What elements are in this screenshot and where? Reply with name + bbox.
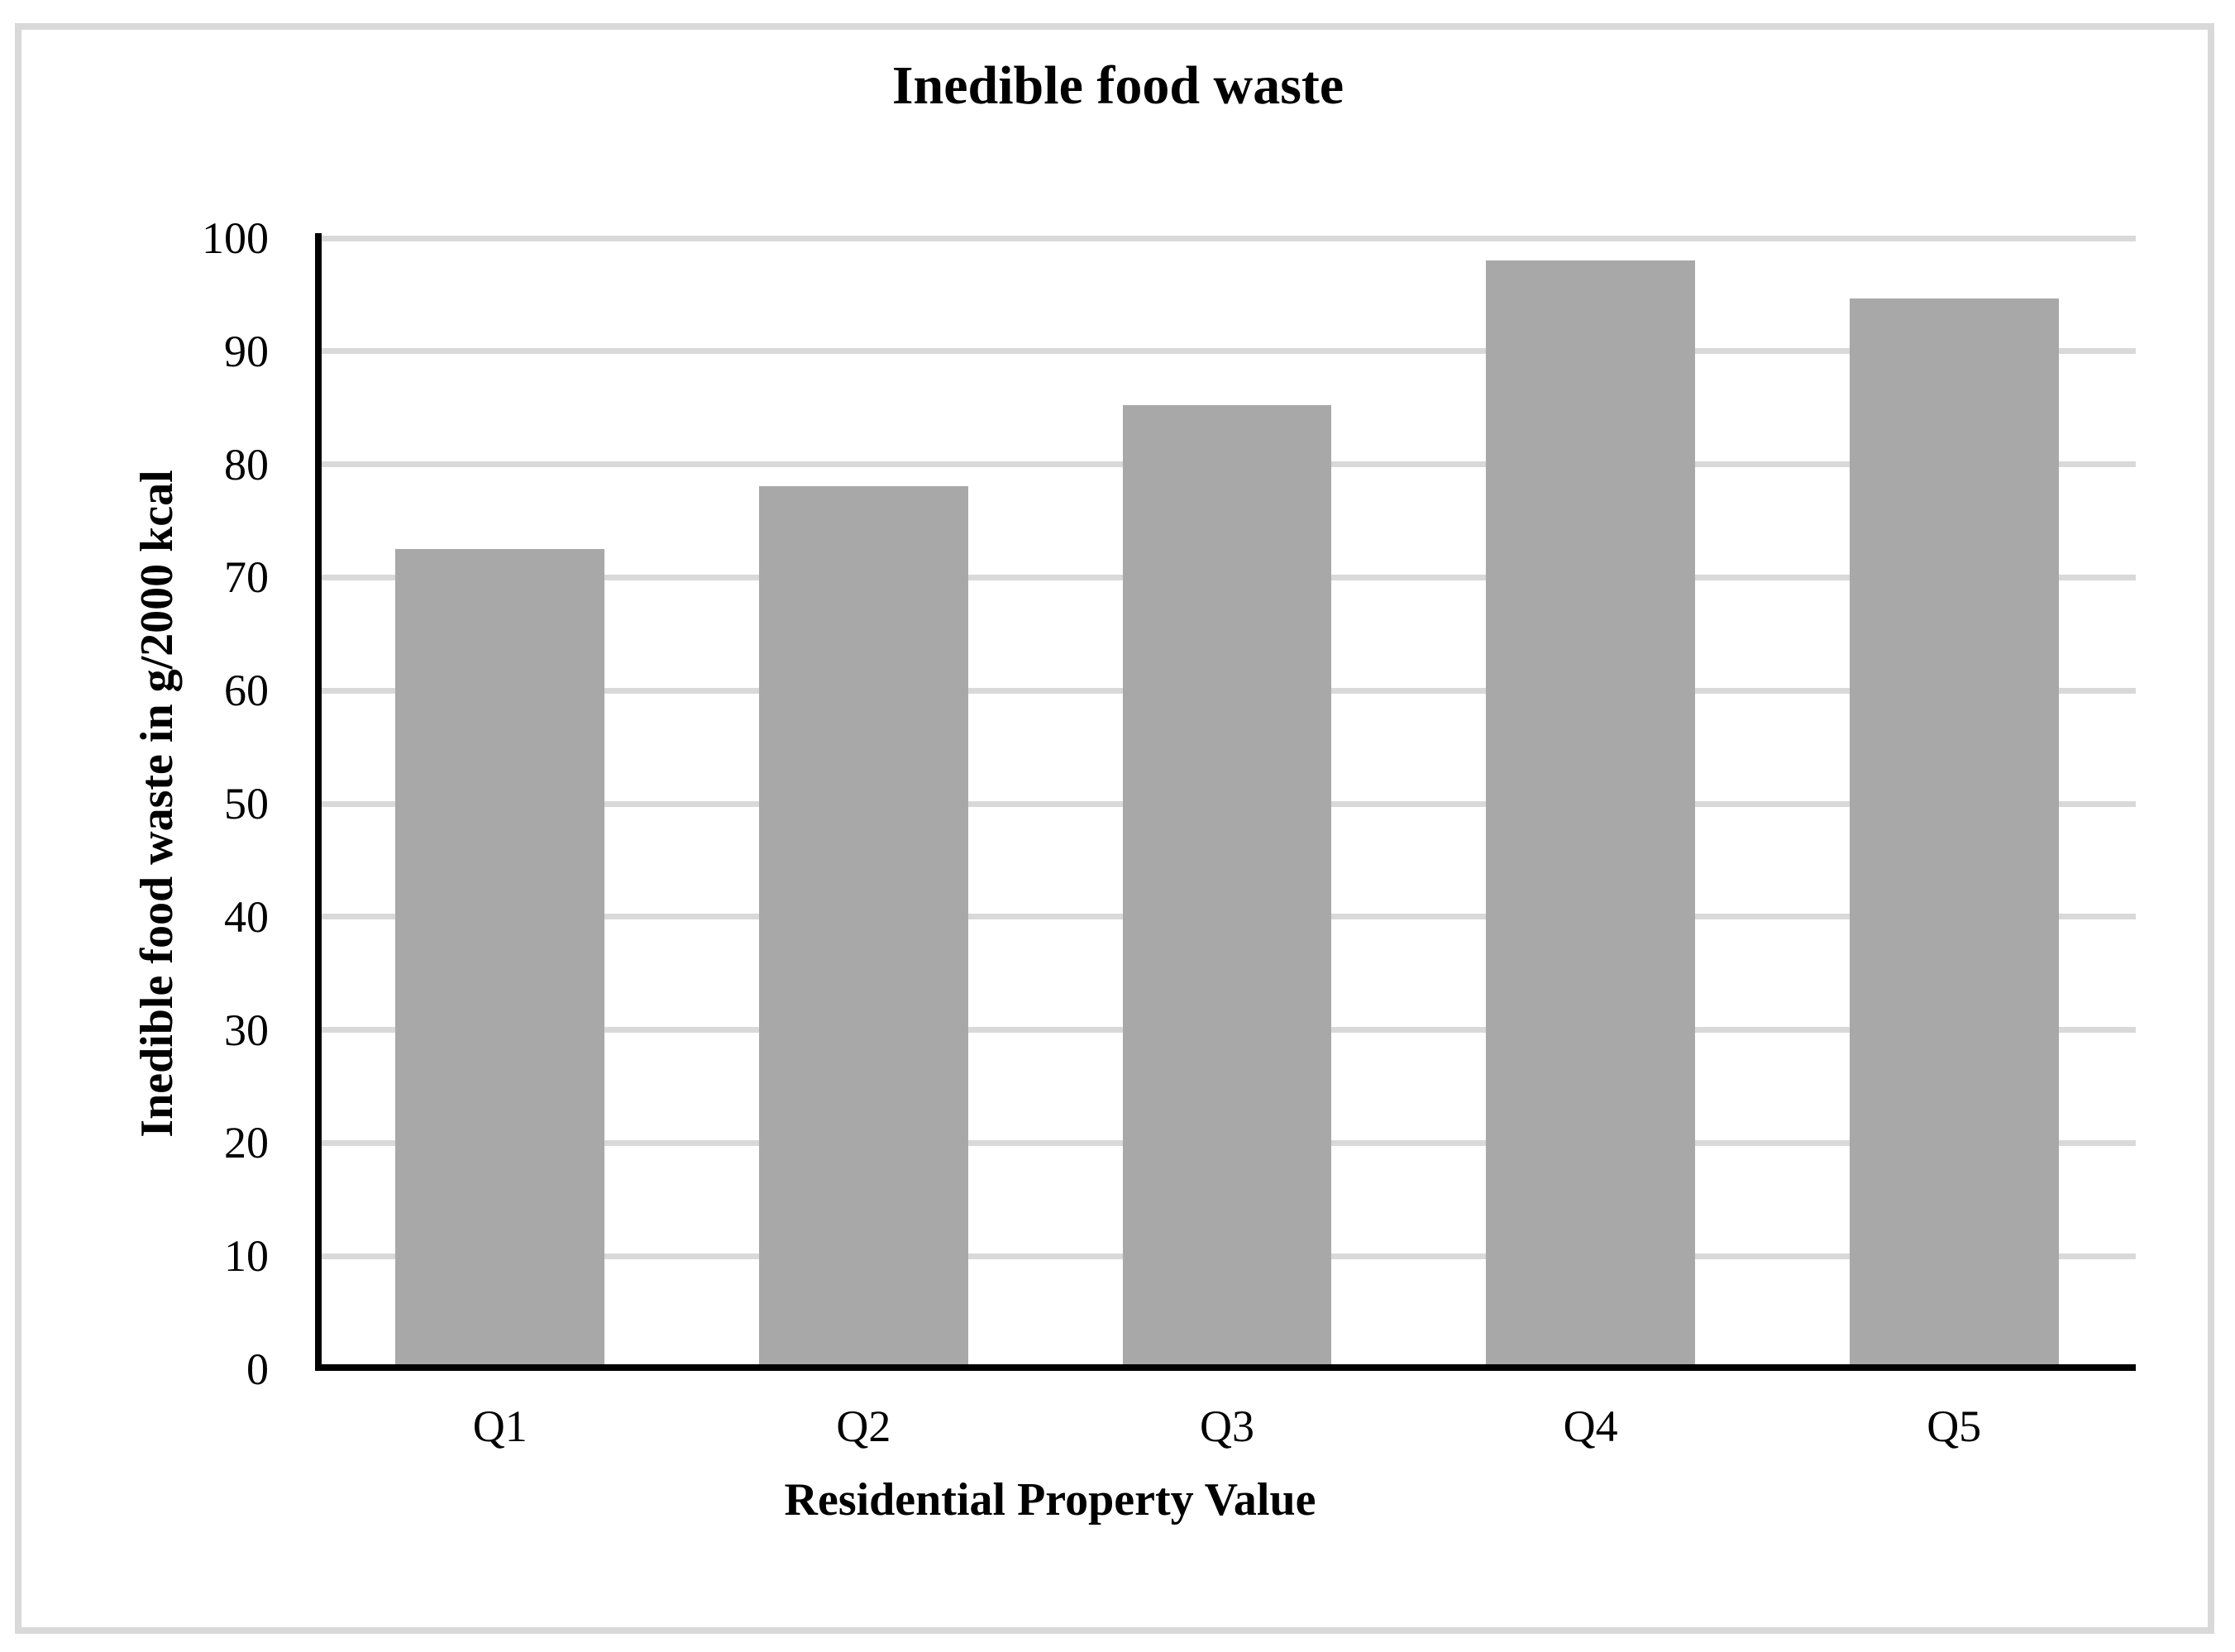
chart-border: [15, 23, 2214, 1634]
bar-Q1: [395, 549, 605, 1369]
y-axis-tick-label-60: 60: [224, 666, 269, 716]
plot-area: [318, 235, 2136, 1369]
y-axis-tick-label-100: 100: [202, 213, 269, 263]
x-axis-title: Residential Property Value: [784, 1474, 1316, 1525]
y-axis-tick-label-0: 0: [246, 1344, 269, 1394]
x-category-label-Q1: Q1: [472, 1401, 528, 1451]
x-category-label-Q5: Q5: [1927, 1401, 1982, 1451]
y-axis-tick-label-40: 40: [224, 891, 269, 942]
y-axis-tick-label-20: 20: [224, 1118, 269, 1168]
x-category-label-Q3: Q3: [1200, 1401, 1254, 1451]
bar-Q5: [1849, 298, 2059, 1369]
y-axis-tick-label-80: 80: [224, 439, 269, 489]
bar-Q4: [1486, 260, 1695, 1369]
x-category-label-Q2: Q2: [836, 1401, 891, 1451]
y-axis-tick-label-90: 90: [224, 326, 269, 376]
x-category-label-Q4: Q4: [1563, 1401, 1618, 1451]
y-axis-tick-label-50: 50: [224, 779, 269, 828]
chart-title: Inedible food waste: [891, 55, 1344, 116]
bar-Q2: [759, 485, 968, 1369]
y-axis-tick-label-30: 30: [224, 1005, 269, 1055]
bar-Q3: [1122, 405, 1332, 1369]
x-axis-line: [315, 1364, 2136, 1371]
y-axis-tick-label-10: 10: [224, 1231, 269, 1282]
gridline-100: [318, 235, 2136, 241]
gridline-90: [318, 348, 2136, 355]
y-axis-tick-label-70: 70: [224, 552, 269, 603]
y-axis-line: [315, 233, 322, 1371]
